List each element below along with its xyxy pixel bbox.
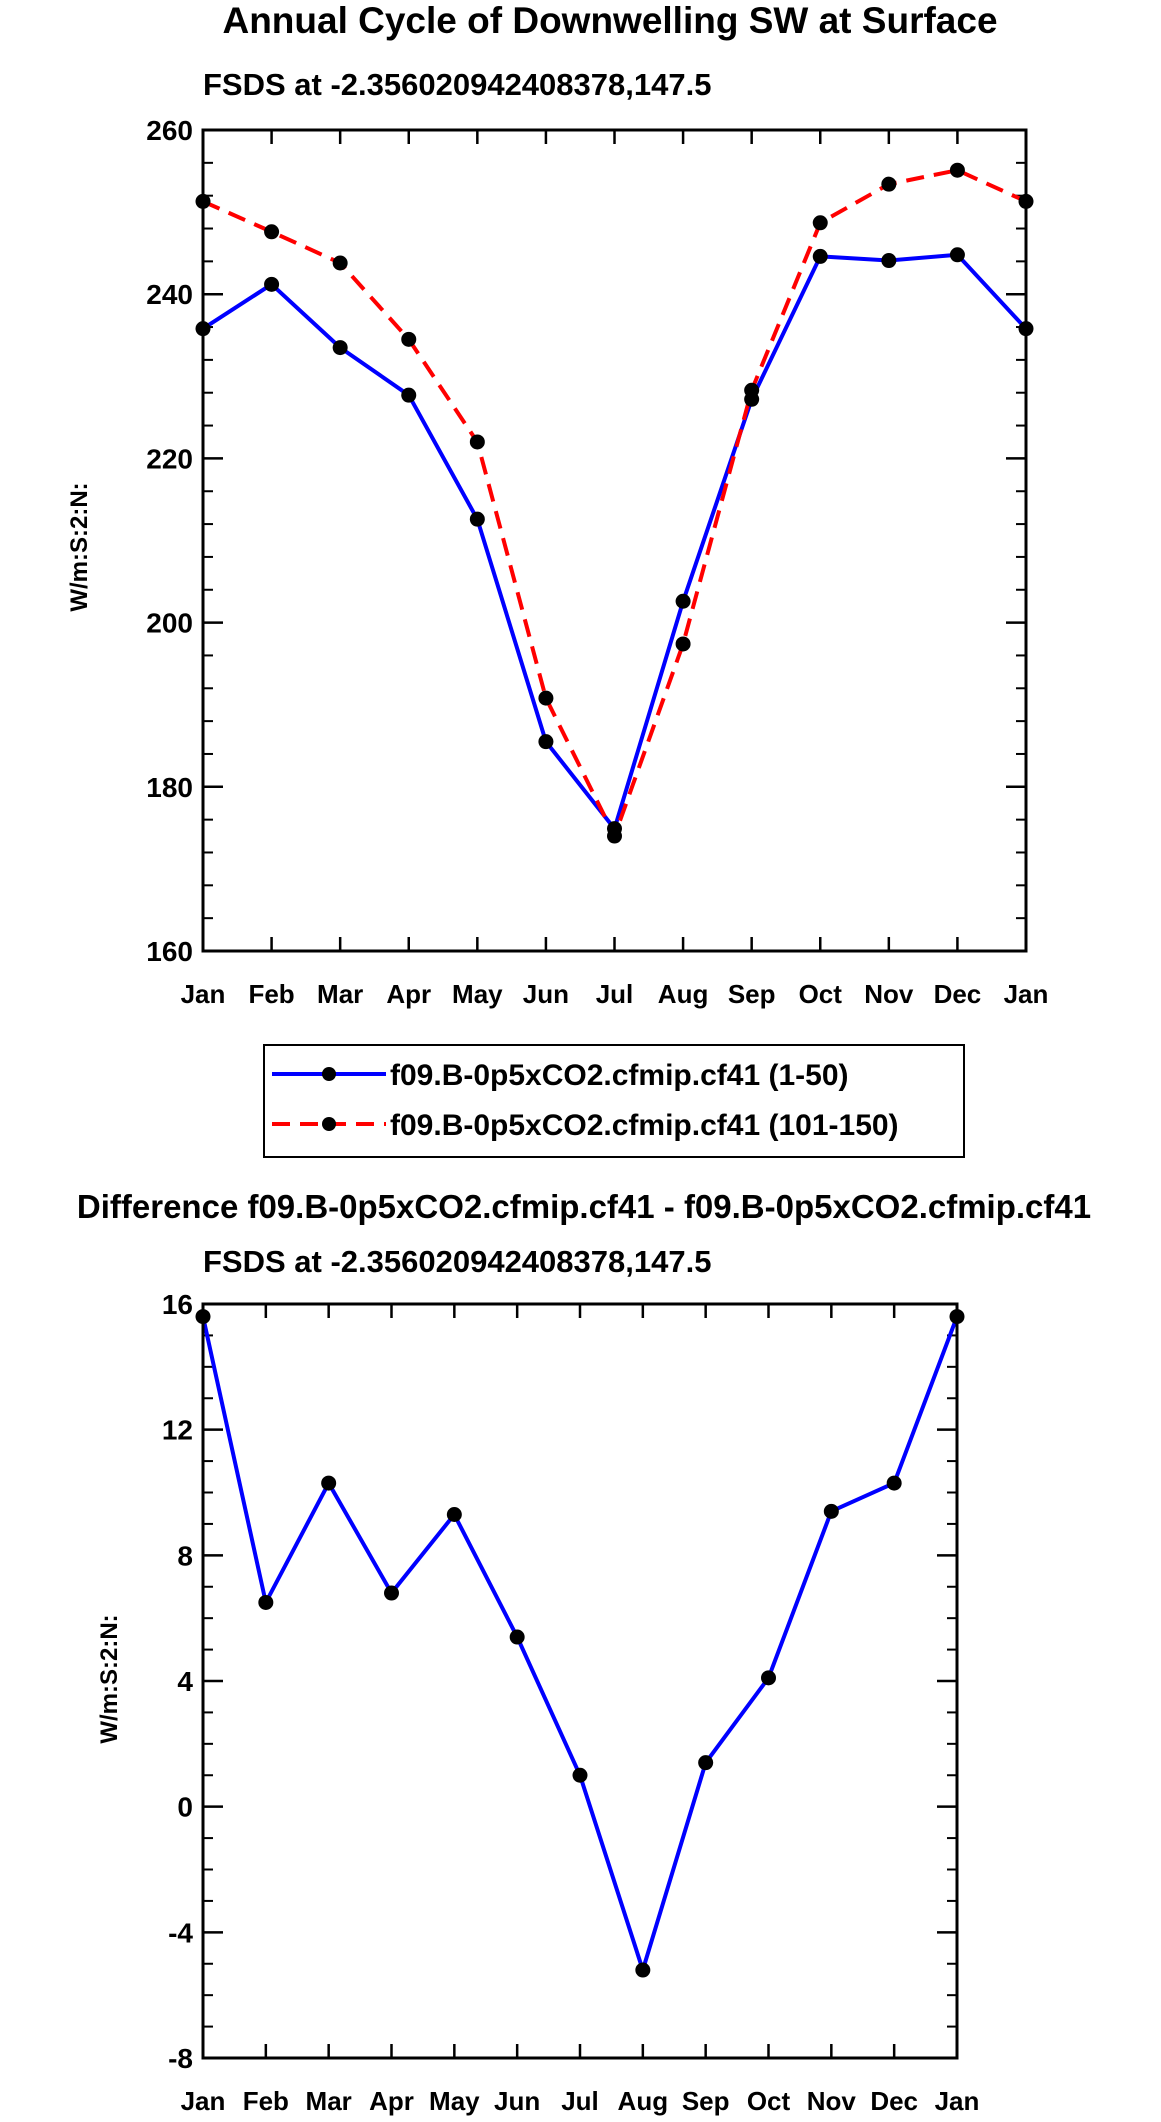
series-line-1 [201, 1315, 959, 1972]
data-point-series-1 [384, 1585, 399, 1601]
y-tick-label: -4 [168, 1917, 193, 1948]
chart-1-subtitle: FSDS at -2.356020942408378,147.5 [203, 67, 711, 102]
x-tick-label: Nov [807, 2086, 857, 2116]
chart-2-subtitle: FSDS at -2.356020942408378,147.5 [203, 1244, 711, 1279]
legend: f09.B-0p5xCO2.cfmip.cf41 (1-50) f09.B-0p… [263, 1044, 965, 1158]
data-point-series-2 [881, 176, 897, 192]
x-tick-label: Jan [181, 2086, 226, 2116]
legend-label-series-1: f09.B-0p5xCO2.cfmip.cf41 (1-50) [390, 1059, 849, 1092]
legend-box [263, 1044, 965, 1158]
data-point-series-1 [949, 247, 965, 263]
data-point-series-2 [538, 690, 554, 706]
chart-2-frame [201, 1302, 959, 2060]
x-tick-label: Mar [306, 2086, 352, 2116]
data-point-series-1 [321, 1475, 337, 1491]
y-tick-label: 200 [146, 608, 193, 639]
data-point-series-2 [469, 434, 485, 450]
data-point-series-1 [812, 248, 828, 264]
x-tick-label: Feb [248, 979, 294, 1009]
legend-marker-series-2 [322, 1117, 336, 1131]
x-tick-label: Dec [934, 979, 982, 1009]
x-tick-label: May [452, 979, 503, 1009]
chart-2-title: Difference f09.B-0p5xCO2.cfmip.cf41 - f0… [77, 1188, 1091, 1225]
y-tick-label: 160 [146, 936, 193, 967]
chart-1-ylabel: W/m:S:2:N: [66, 482, 93, 611]
data-point-series-1 [264, 276, 280, 292]
x-tick-label: Jun [494, 2086, 540, 2116]
x-tick-label: Oct [747, 2086, 791, 2116]
data-point-series-2 [812, 215, 828, 231]
data-point-series-2 [401, 331, 417, 347]
chart-2-ylabel: W/m:S:2:N: [96, 1614, 123, 1743]
x-tick-label: Jul [561, 2086, 599, 2116]
chart-2: Difference f09.B-0p5xCO2.cfmip.cf41 - f0… [77, 1188, 1091, 2116]
data-point-series-1 [332, 340, 348, 356]
y-tick-label: 180 [146, 772, 193, 803]
chart-2-ticks: Jan Feb Mar Apr May Jun Jul Aug Sep Oct Nov Dec Jan -… [162, 1289, 980, 2116]
x-tick-label: Nov [864, 979, 914, 1009]
chart-1-plot-area [195, 162, 1034, 844]
x-tick-label: Jan [181, 979, 226, 1009]
x-tick-label: Apr [386, 979, 431, 1009]
y-tick-label: 220 [146, 443, 193, 474]
x-tick-label: Sep [682, 2086, 730, 2116]
y-tick-label: -8 [168, 2043, 193, 2074]
legend-label-series-2: f09.B-0p5xCO2.cfmip.cf41 (101-150) [390, 1109, 899, 1142]
data-point-series-1 [761, 1670, 776, 1686]
x-tick-label: Feb [243, 2086, 289, 2116]
y-tick-label: 16 [162, 1289, 193, 1320]
data-point-series-2 [264, 224, 280, 240]
series-line-1 [201, 252, 1028, 831]
x-tick-label: Mar [317, 979, 363, 1009]
data-point-series-1 [823, 1503, 839, 1519]
data-point-series-2 [607, 828, 622, 844]
y-tick-label: 260 [146, 115, 193, 146]
data-point-series-1 [401, 387, 417, 403]
chart-1-ticks: Jan Feb Mar Apr May Jun Jul Aug Sep Oct Nov Dec Jan 1… [146, 115, 1048, 1009]
y-tick-label: 240 [146, 279, 193, 310]
y-tick-label: 4 [177, 1666, 193, 1697]
x-tick-label: Jan [935, 2086, 980, 2116]
x-tick-label: Jan [1004, 979, 1049, 1009]
chart-1-frame [201, 128, 1028, 953]
y-tick-label: 0 [177, 1792, 193, 1823]
x-tick-label: Aug [658, 979, 709, 1009]
data-point-series-1 [469, 511, 485, 527]
data-point-series-2 [332, 255, 348, 271]
data-point-series-1 [538, 734, 554, 750]
x-tick-label: Oct [799, 979, 843, 1009]
data-point-series-1 [258, 1594, 274, 1610]
data-point-series-1 [509, 1629, 525, 1645]
data-point-series-1 [572, 1767, 588, 1783]
data-point-series-1 [698, 1755, 714, 1771]
data-point-series-1 [886, 1475, 902, 1491]
chart-2-plot-area [195, 1309, 965, 1978]
y-tick-label: 12 [162, 1415, 193, 1446]
x-tick-label: Aug [618, 2086, 669, 2116]
legend-marker-series-1 [322, 1067, 336, 1081]
chart-1: Annual Cycle of Downwelling SW at Surfac… [66, 0, 1048, 1009]
x-tick-label: May [429, 2086, 480, 2116]
data-point-series-2 [744, 382, 760, 398]
x-tick-label: Jun [523, 979, 569, 1009]
y-tick-label: 8 [177, 1540, 193, 1571]
data-point-series-1 [675, 593, 691, 609]
data-point-series-1 [446, 1506, 462, 1522]
x-tick-label: Jul [596, 979, 634, 1009]
series-line-2 [202, 168, 1027, 839]
data-point-series-2 [949, 162, 965, 178]
data-point-series-1 [635, 1962, 651, 1978]
x-tick-label: Apr [369, 2086, 414, 2116]
x-tick-label: Sep [728, 979, 776, 1009]
data-point-series-1 [881, 253, 897, 269]
x-tick-label: Dec [870, 2086, 918, 2116]
chart-1-title: Annual Cycle of Downwelling SW at Surfac… [222, 0, 997, 41]
data-point-series-2 [675, 636, 691, 652]
